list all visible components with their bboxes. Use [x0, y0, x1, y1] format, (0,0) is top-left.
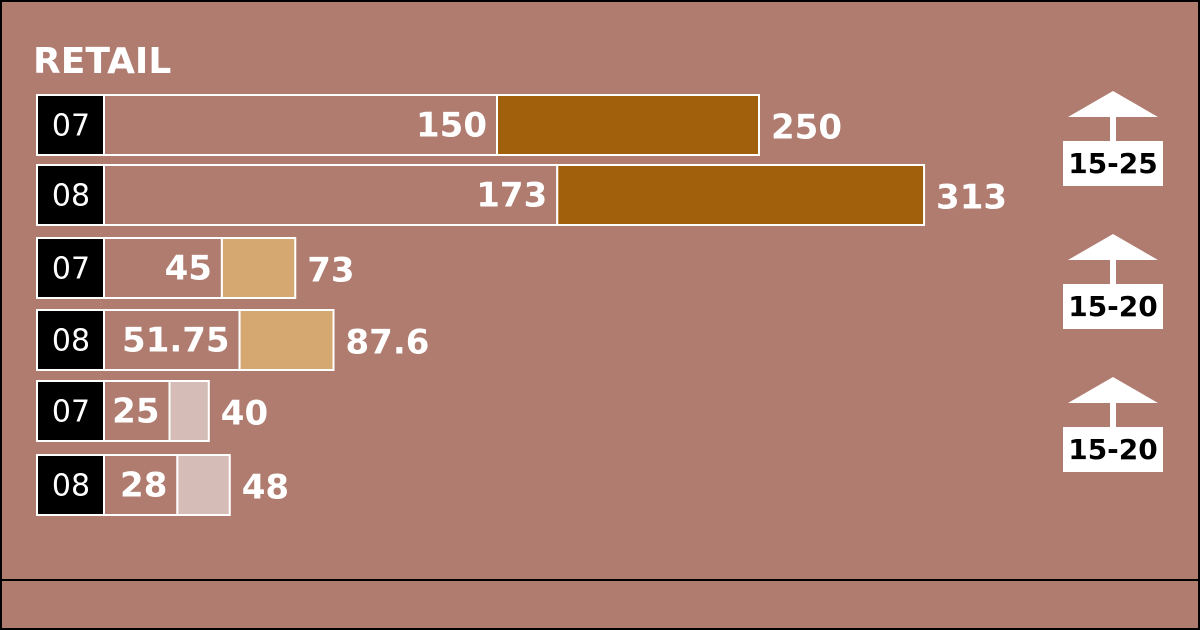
- row-label: 08: [52, 324, 90, 359]
- row-label: 08: [52, 179, 90, 214]
- badge-box: [1063, 284, 1163, 329]
- high-value-label: 48: [242, 468, 289, 508]
- high-bar: [238, 309, 335, 371]
- high-value-label: 313: [936, 178, 1007, 218]
- row-label-box: [36, 380, 105, 442]
- badge-box: [1063, 427, 1163, 472]
- row-label-box: [36, 94, 105, 156]
- high-bar: [176, 454, 231, 516]
- badge-arrow: [1068, 91, 1158, 141]
- badge-arrow: [1068, 234, 1158, 284]
- row-label-box: [36, 164, 105, 226]
- high-value-label: 40: [221, 394, 268, 434]
- low-value-label: 150: [416, 106, 487, 146]
- badge-label: 15-20: [1068, 290, 1158, 323]
- row-label-box: [36, 309, 105, 371]
- low-value-label: 173: [476, 176, 547, 216]
- row-label-box: [36, 454, 105, 516]
- row-label-box: [36, 237, 105, 299]
- badge-box: [1063, 141, 1163, 186]
- row-label: 07: [52, 252, 90, 287]
- row-label: 07: [52, 395, 90, 430]
- low-value-label: 25: [112, 392, 159, 432]
- high-bar: [168, 380, 210, 442]
- low-value-label: 28: [120, 466, 167, 506]
- low-value-label: 51.75: [122, 321, 230, 361]
- badge-label: 15-25: [1068, 147, 1158, 180]
- high-bar: [556, 164, 926, 226]
- low-value-label: 45: [165, 249, 212, 289]
- high-bar: [496, 94, 760, 156]
- chart-title: RETAIL: [33, 41, 171, 82]
- row-label: 08: [52, 469, 90, 504]
- high-value-label: 87.6: [346, 323, 430, 363]
- badge-arrow: [1068, 377, 1158, 427]
- row-label: 07: [52, 109, 90, 144]
- badge-label: 15-20: [1068, 433, 1158, 466]
- high-value-label: 73: [307, 251, 354, 291]
- high-value-label: 250: [771, 108, 842, 148]
- high-bar: [220, 237, 297, 299]
